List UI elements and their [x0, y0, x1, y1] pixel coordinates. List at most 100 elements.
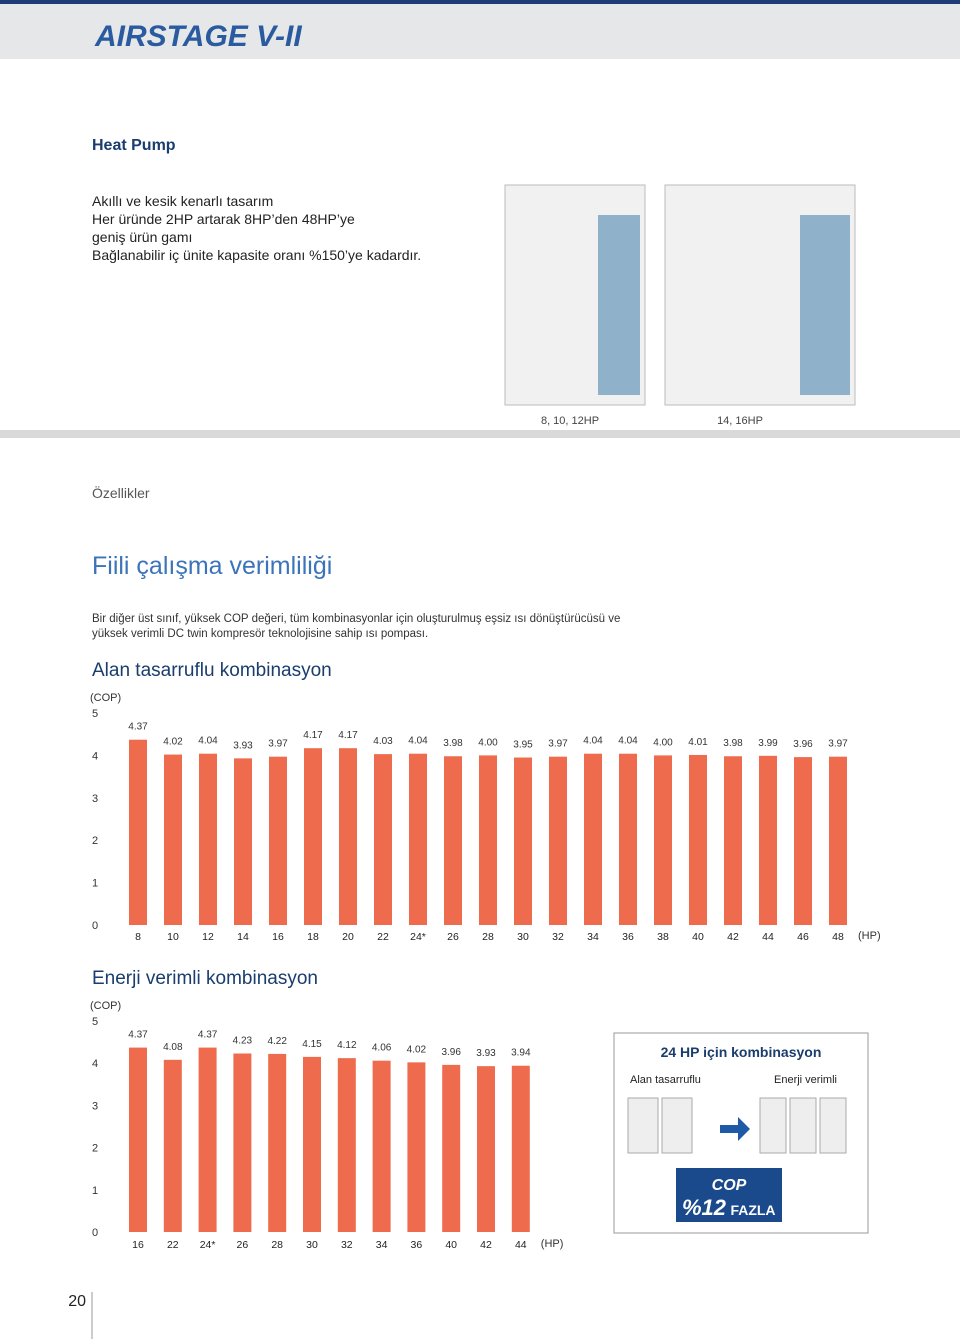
- bar: [619, 753, 637, 925]
- bar: [759, 755, 777, 925]
- x-tick-label: 22: [377, 931, 389, 943]
- y-tick-label: 2: [92, 1143, 98, 1155]
- y-tick-label: 3: [92, 793, 98, 805]
- section-line: yüksek verimli DC twin kompresör teknolo…: [92, 628, 428, 640]
- bar: [477, 1066, 495, 1232]
- x-tick-label: 18: [307, 931, 319, 943]
- product-images: [504, 184, 856, 406]
- bar: [584, 753, 602, 925]
- intro-line: geniş ürün gamı: [92, 229, 192, 245]
- x-tick-label: 30: [517, 931, 529, 943]
- x-tick-label: 46: [797, 931, 809, 943]
- bar: [374, 754, 392, 925]
- value-label: 4.02: [407, 1044, 427, 1055]
- badge-word: FAZLA: [730, 1202, 775, 1218]
- y-tick-label: 0: [92, 1227, 98, 1239]
- y-tick-label: 1: [92, 878, 98, 890]
- x-tick-label: 44: [515, 1239, 527, 1251]
- bar: [233, 1053, 252, 1232]
- value-label: 4.01: [688, 737, 708, 748]
- x-tick-label: 24*: [410, 931, 426, 943]
- x-tick-label: 36: [622, 931, 634, 943]
- value-label: 3.97: [548, 739, 568, 750]
- intro-line: Her üründe 2HP artarak 8HP’den 48HP’ye: [92, 211, 355, 227]
- bar: [794, 757, 812, 925]
- bar: [409, 753, 427, 925]
- bar: [407, 1062, 426, 1232]
- section-line: Bir diğer üst sınıf, yüksek COP değeri, …: [92, 613, 620, 625]
- header-band: [0, 4, 960, 59]
- logo: AIRSTAGE V-II: [94, 20, 302, 53]
- bar: [303, 1056, 321, 1232]
- x-tick-label: 40: [445, 1239, 457, 1251]
- comparison-left: Alan tasarruflu: [630, 1074, 701, 1086]
- bar: [654, 755, 672, 925]
- value-label: 4.17: [303, 730, 323, 741]
- chart-title: Alan tasarruflu kombinasyon: [92, 660, 332, 681]
- bar: [339, 748, 357, 925]
- value-label: 3.98: [723, 738, 743, 749]
- x-tick-label: 48: [832, 931, 844, 943]
- bar: [163, 1059, 182, 1232]
- y-tick-label: 4: [92, 1058, 98, 1070]
- comparison-box: 24 HP için kombinasyon Alan tasarruflu E…: [613, 1032, 869, 1234]
- value-label: 4.37: [128, 722, 148, 733]
- value-label: 3.96: [441, 1047, 461, 1058]
- comparison-right: Enerji verimli: [774, 1074, 837, 1086]
- value-label: 4.12: [337, 1040, 357, 1051]
- x-tick-label: 42: [727, 931, 739, 943]
- bar: [129, 1047, 147, 1232]
- intro-line: Bağlanabilir iç ünite kapasite oranı %15…: [92, 247, 421, 263]
- value-label: 4.23: [233, 1035, 253, 1046]
- value-label: 4.00: [653, 737, 673, 748]
- x-tick-label: 26: [237, 1239, 249, 1251]
- x-tick-label: 32: [341, 1239, 353, 1251]
- x-tick-label: 44: [762, 931, 774, 943]
- divider: [0, 430, 960, 438]
- intro-title: Heat Pump: [92, 137, 176, 154]
- badge-top: COP: [712, 1177, 747, 1194]
- product-caption: 8, 10, 12HP: [541, 415, 599, 427]
- bar: [268, 1053, 287, 1232]
- bar: [549, 756, 567, 925]
- bar: [337, 1058, 356, 1232]
- x-tick-label: 32: [552, 931, 564, 943]
- value-label: 3.95: [513, 740, 533, 751]
- bar: [479, 755, 497, 925]
- y-tick-label: 2: [92, 835, 98, 847]
- value-label: 3.94: [511, 1048, 531, 1059]
- value-label: 3.93: [233, 740, 253, 751]
- x-tick-label: 8: [135, 931, 141, 943]
- x-tick-label: 34: [587, 931, 599, 943]
- badge-value: %12: [682, 1195, 727, 1220]
- value-label: 4.17: [338, 730, 358, 741]
- bar: [198, 1047, 217, 1232]
- value-label: 4.04: [198, 736, 218, 747]
- y-tick-label: 0: [92, 920, 98, 932]
- bar: [514, 757, 532, 925]
- x-tick-label: 36: [411, 1239, 423, 1251]
- bar: [199, 753, 217, 925]
- bar: [304, 748, 322, 925]
- value-label: 4.15: [302, 1039, 322, 1050]
- x-tick-label: 28: [482, 931, 494, 943]
- value-label: 4.03: [373, 736, 393, 747]
- section-title: Fiili çalışma verimliliği: [92, 552, 332, 580]
- x-tick-label: 38: [657, 931, 669, 943]
- x-tick-label: 26: [447, 931, 459, 943]
- comparison-title: 24 HP için kombinasyon: [661, 1044, 822, 1060]
- x-tick-label: 20: [342, 931, 354, 943]
- product-caption: 14, 16HP: [717, 415, 763, 427]
- value-label: 4.02: [163, 737, 183, 748]
- y-tick-label: 5: [92, 708, 98, 720]
- value-label: 3.97: [268, 739, 288, 750]
- top-rule: [0, 0, 960, 4]
- y-tick-label: 1: [92, 1185, 98, 1197]
- bar: [444, 756, 462, 925]
- page-number: 20: [68, 1293, 86, 1310]
- x-tick-label: 34: [376, 1239, 388, 1251]
- bar: [234, 758, 252, 925]
- x-tick-label: 16: [272, 931, 284, 943]
- x-tick-label: 24*: [200, 1239, 216, 1251]
- intro-line: Akıllı ve kesik kenarlı tasarım: [92, 193, 273, 209]
